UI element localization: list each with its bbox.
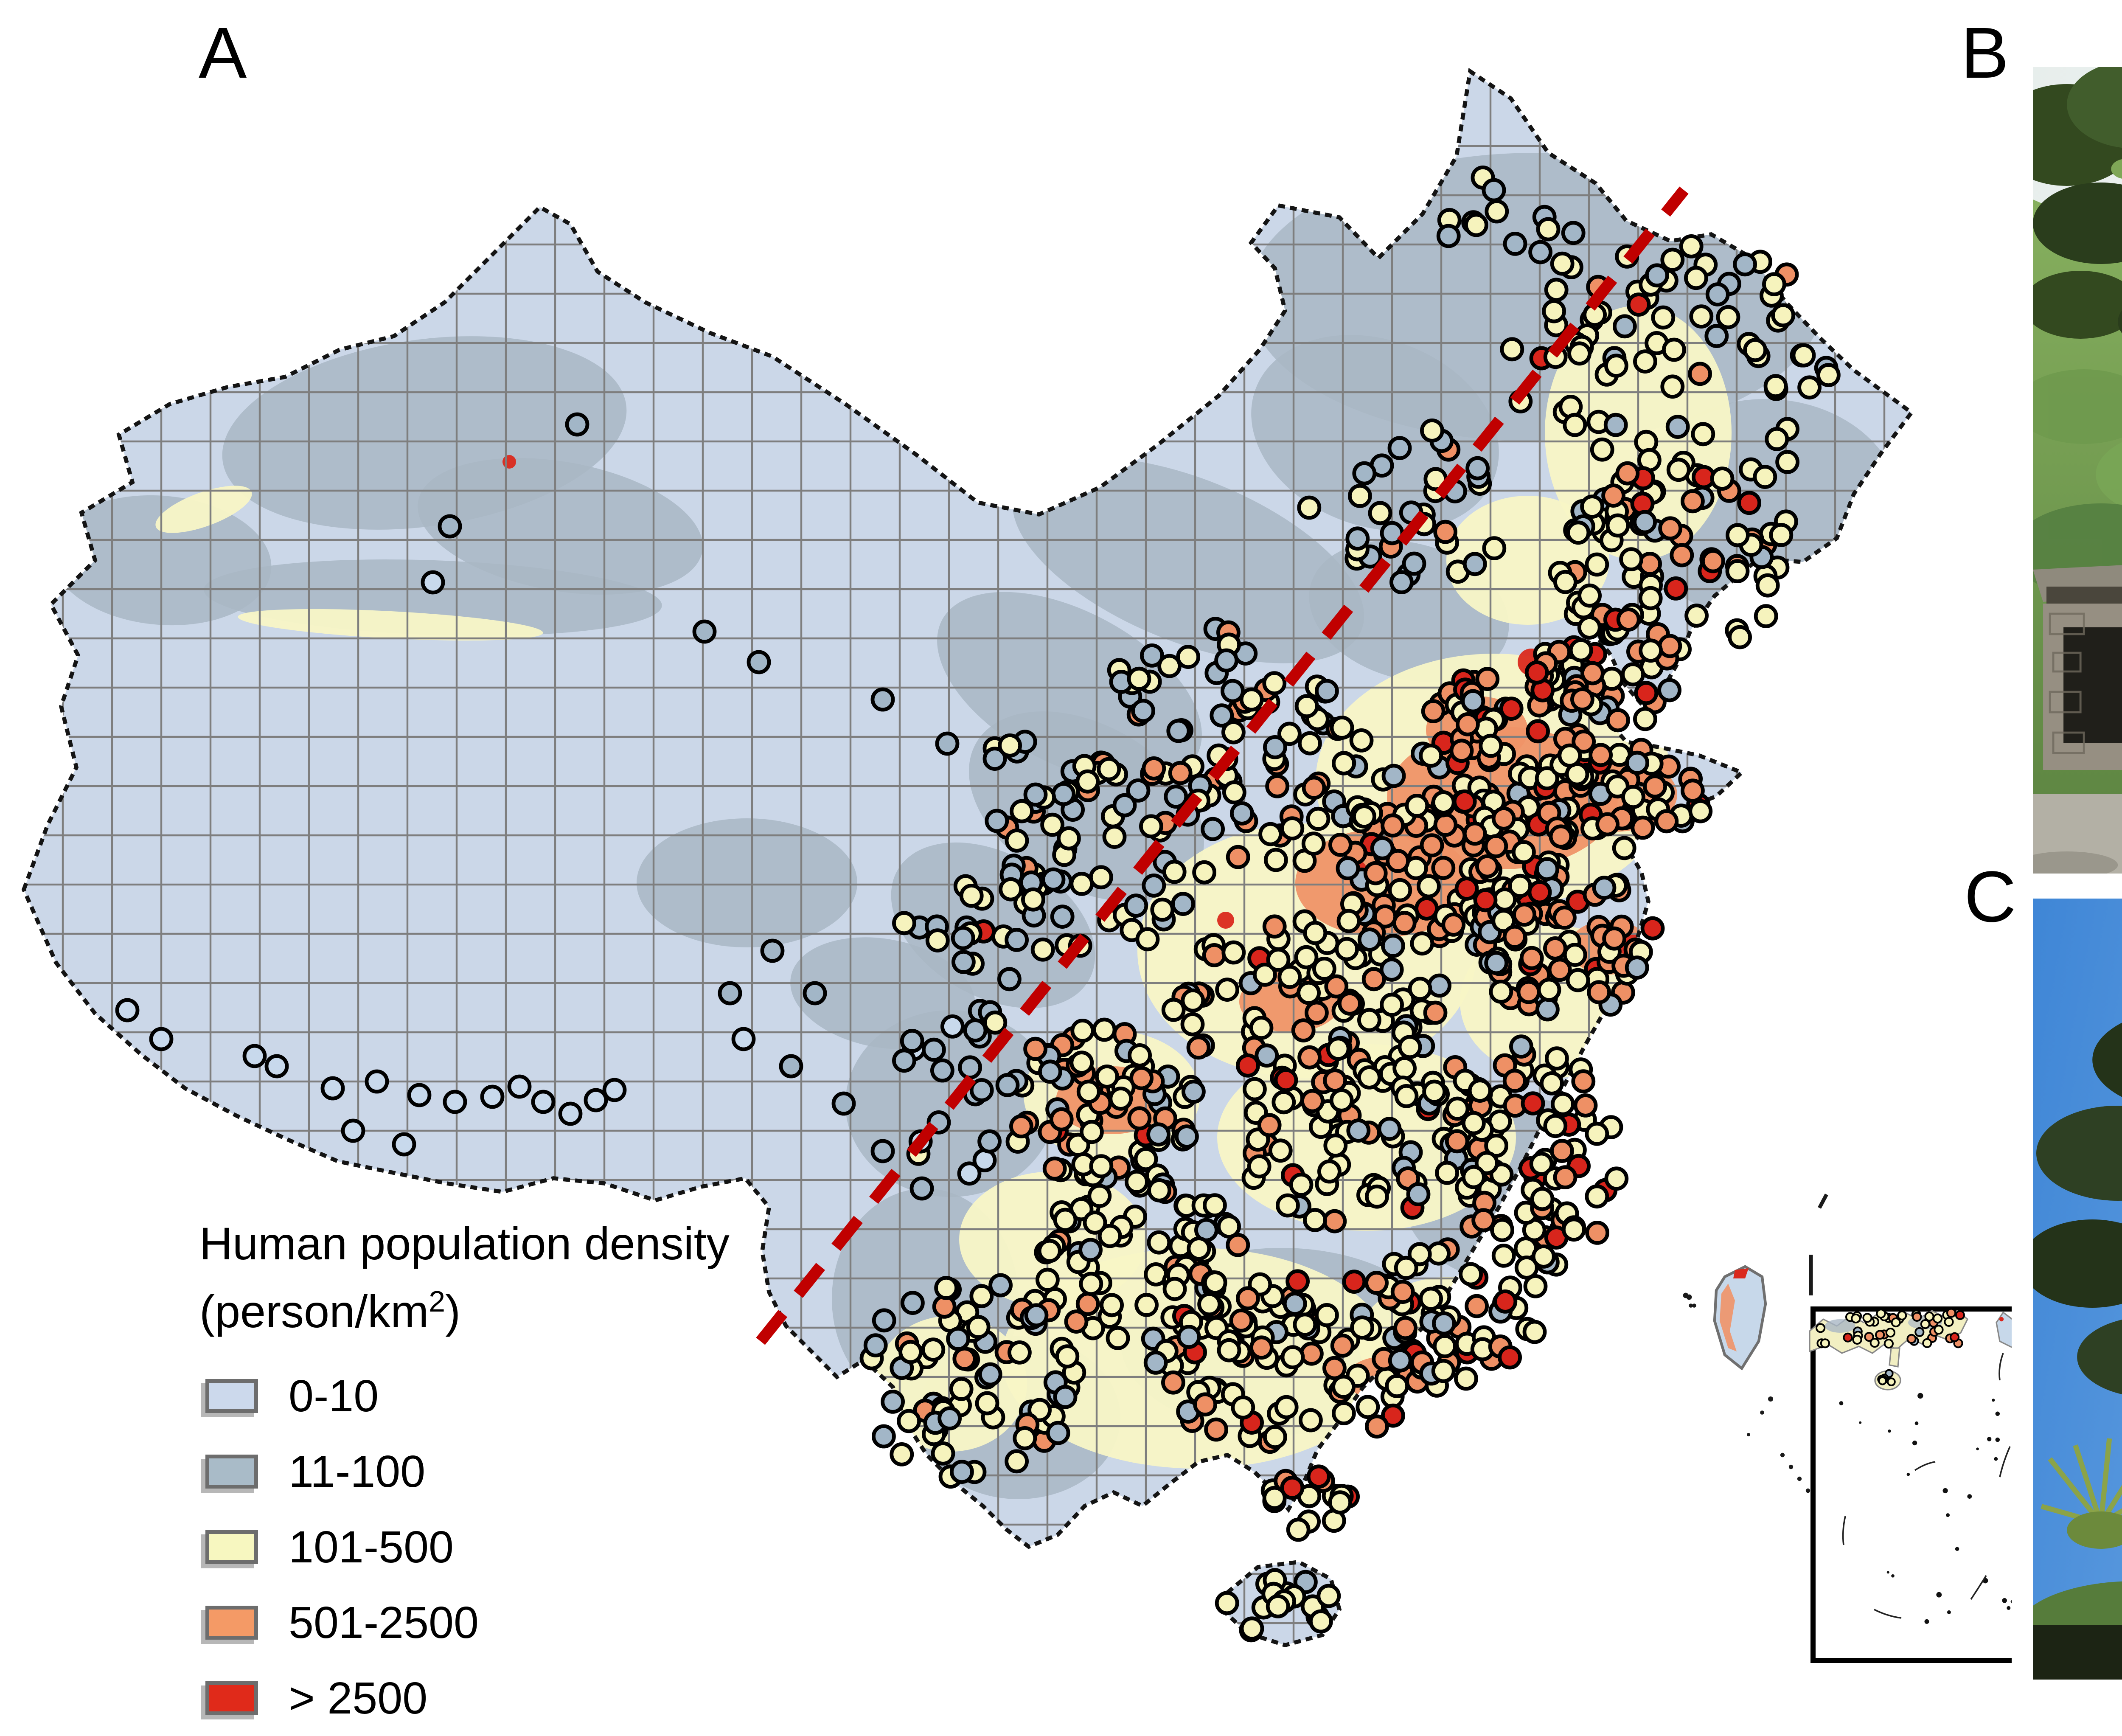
panel-label-a: A	[199, 13, 247, 93]
legend-items: 0-10 11-100 101-500 501-2500 > 2500	[199, 1358, 1048, 1736]
legend-swatch	[205, 1455, 258, 1489]
legend-item-label: 101-500	[289, 1522, 454, 1572]
legend-swatch	[205, 1530, 258, 1564]
legend-unit: (person/km2)	[199, 1285, 461, 1337]
legend-item: > 2500	[199, 1660, 1048, 1736]
map-panel: Human population density (person/km2) 0-…	[21, 67, 2012, 1723]
photo-b	[2033, 67, 2122, 874]
stone-hut	[2033, 565, 2122, 770]
photo-b-ground	[2033, 794, 2122, 874]
panel-label-c: C	[1964, 857, 2016, 937]
legend-item: 0-10	[199, 1358, 1048, 1434]
inset-dash-lines	[1842, 1353, 2011, 1619]
china-density-map	[21, 67, 2012, 1663]
taiwan-island	[1686, 1265, 1767, 1371]
legend-item-label: > 2500	[289, 1673, 428, 1723]
legend-swatch	[205, 1606, 258, 1640]
legend-item: 11-100	[199, 1434, 1048, 1509]
legend-swatch	[205, 1681, 258, 1715]
legend-item-label: 0-10	[289, 1371, 379, 1421]
legend-swatch	[205, 1379, 258, 1413]
hu-line-dashed	[756, 186, 1689, 1345]
legend-item-label: 501-2500	[289, 1597, 479, 1648]
legend-item: 101-500	[199, 1509, 1048, 1585]
photo-c	[2033, 899, 2122, 1680]
panel-label-b: B	[1961, 13, 2009, 93]
ancient-tree-site-dots	[115, 165, 1841, 1643]
south-china-sea-inset	[1809, 1306, 2012, 1663]
legend-item-label: 11-100	[289, 1446, 426, 1497]
photo-b-foliage	[2033, 67, 2122, 339]
legend: Human population density (person/km2) 0-…	[199, 1215, 1048, 1736]
legend-item: 501-2500	[199, 1585, 1048, 1660]
photo-c-canopy	[2033, 1022, 2122, 1394]
legend-title: Human population density	[199, 1218, 730, 1269]
photo-c-ground	[2033, 1625, 2122, 1680]
